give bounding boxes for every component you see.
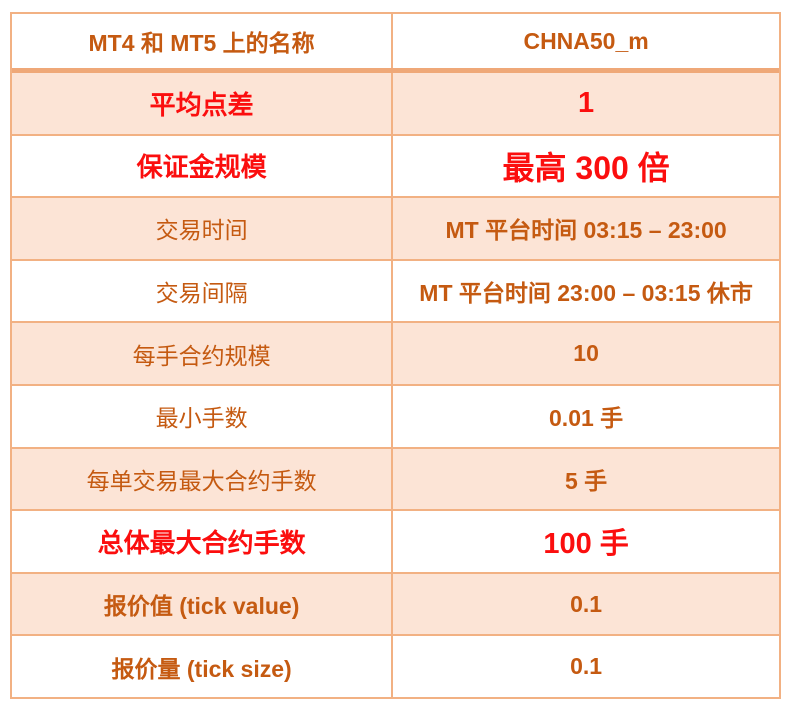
spec-value: 0.1 <box>570 653 603 680</box>
table-row-tick-size: 报价量 (tick size) 0.1 <box>12 634 779 697</box>
spec-value: MT 平台时间 03:15 – 23:00 <box>445 217 727 244</box>
spec-label: 每手合约规模 <box>12 323 394 384</box>
spec-value: 0.01 手 <box>549 405 624 432</box>
table-row-average-spread: 平均点差 1 <box>12 68 779 134</box>
table-row-min-lot: 最小手数 0.01 手 <box>12 383 779 447</box>
spec-label: 报价值 (tick value) <box>12 573 394 635</box>
spec-value: 100 手 <box>543 528 629 561</box>
table-row-contract-size: 每手合约规模 10 <box>12 321 779 384</box>
table-row-max-lot-per-trade: 每单交易最大合约手数 5 手 <box>12 446 779 510</box>
spec-label: 交易时间 <box>12 198 394 259</box>
spec-label: MT4 和 MT5 上的名称 <box>12 14 394 68</box>
table-row-tick-value: 报价值 (tick value) 0.1 <box>12 571 779 635</box>
table-row-margin: 保证金规模 最高 300 倍 <box>12 133 779 197</box>
table-row-max-total-lots: 总体最大合约手数 100 手 <box>12 509 779 572</box>
spec-value: MT 平台时间 23:00 – 03:15 休市 <box>419 280 753 307</box>
spec-value: 0.1 <box>570 590 603 617</box>
spec-label: 总体最大合约手数 <box>12 511 394 572</box>
spec-label: 保证金规模 <box>12 135 394 197</box>
table-row-trading-break: 交易间隔 MT 平台时间 23:00 – 03:15 休市 <box>12 258 779 322</box>
spec-value: CHNA50_m <box>523 27 649 54</box>
spec-label: 报价量 (tick size) <box>12 636 394 697</box>
table-row-trading-hours: 交易时间 MT 平台时间 03:15 – 23:00 <box>12 196 779 259</box>
spec-value: 5 手 <box>565 467 608 494</box>
spec-value: 1 <box>578 86 595 119</box>
spec-label: 最小手数 <box>12 385 394 447</box>
spec-label: 交易间隔 <box>12 260 394 322</box>
spec-label: 每单交易最大合约手数 <box>12 448 394 510</box>
spec-value: 10 <box>573 340 599 367</box>
spec-table: MT4 和 MT5 上的名称 CHNA50_m 平均点差 1 保证金规模 最高 … <box>10 12 781 699</box>
table-row-name: MT4 和 MT5 上的名称 CHNA50_m <box>12 14 779 68</box>
spec-label: 平均点差 <box>12 73 394 134</box>
spec-value: 最高 300 倍 <box>502 149 670 186</box>
